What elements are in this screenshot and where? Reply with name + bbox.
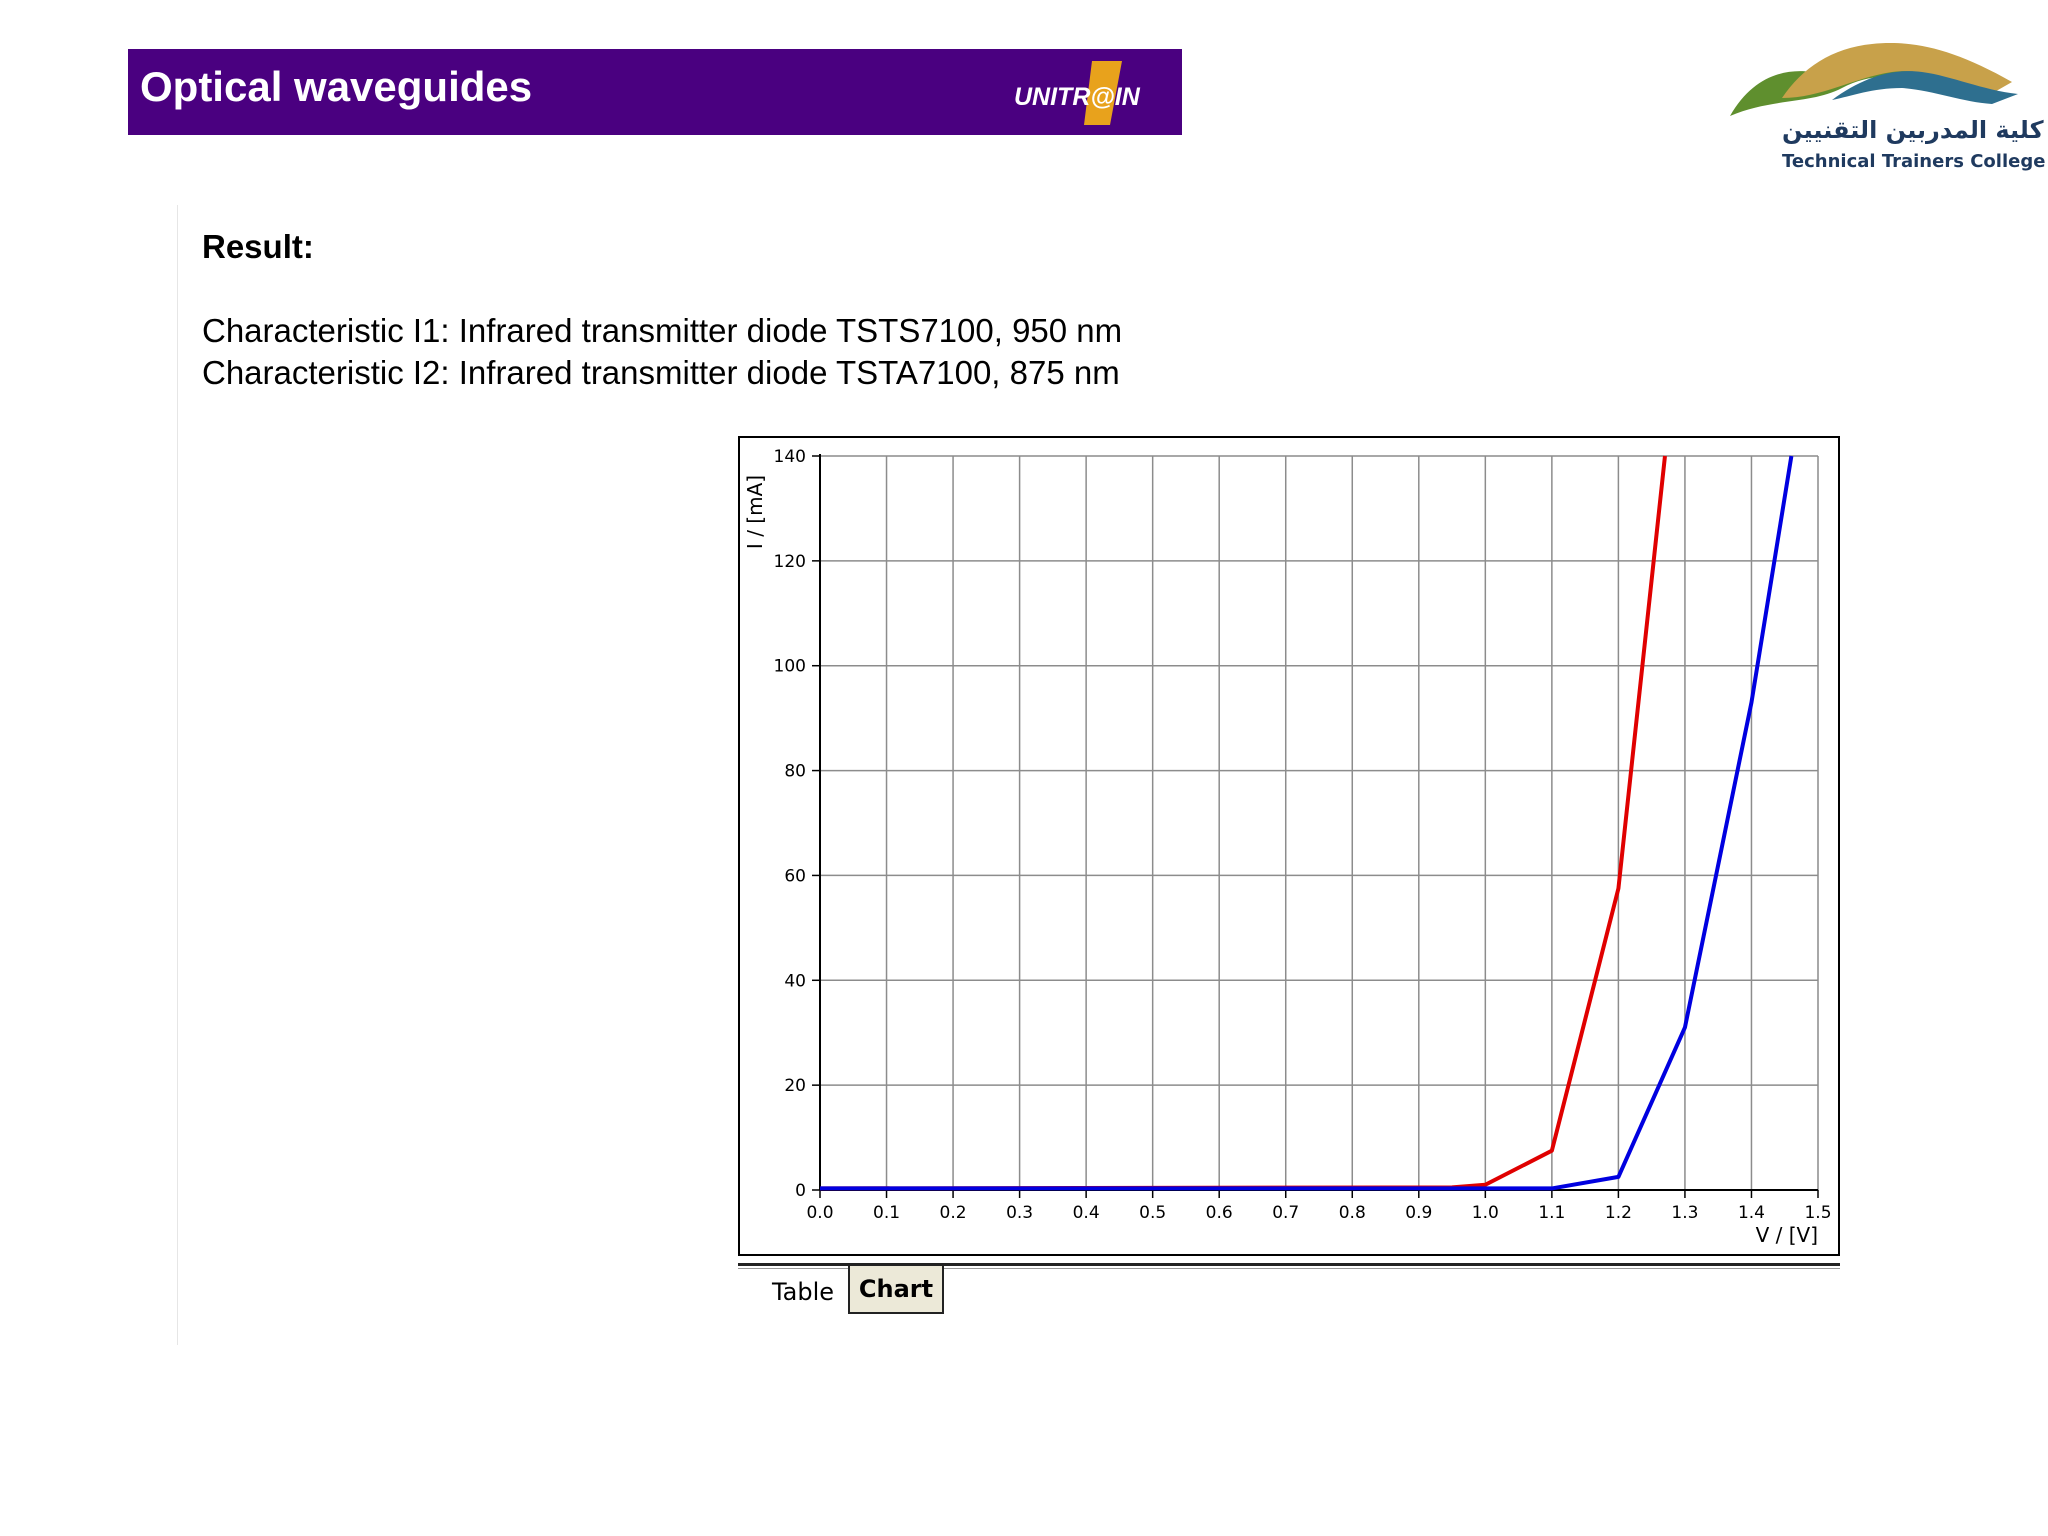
tab-table[interactable]: Table (771, 1278, 835, 1306)
y-tick-label: 20 (784, 1076, 806, 1096)
x-tick-label: 1.0 (1472, 1203, 1499, 1223)
y-tick-label: 80 (784, 762, 806, 782)
characteristic-i1-text: Characteristic I1: Infrared transmitter … (202, 312, 1123, 349)
x-axis-label: V / [V] (1756, 1223, 1818, 1247)
tab-strip-border (738, 1263, 1840, 1266)
x-tick-label: 1.5 (1804, 1203, 1831, 1223)
x-tick-label: 0.3 (1006, 1203, 1033, 1223)
unitrain-logo-mark (1084, 61, 1122, 125)
iv-chart: 0.0 0.1 0.2 0.3 0.4 0.5 0.6 0.7 0.8 0.9 1.0 1.1 1.2 1… (743, 447, 1832, 1247)
unitrain-logo-text: UNITR@IN (1014, 83, 1140, 111)
x-tick-label: 1.1 (1538, 1203, 1565, 1223)
x-tick-label: 1.4 (1738, 1203, 1765, 1223)
college-logo: كلية المدربين التقنيين Technical Trainer… (1722, 38, 2046, 183)
college-name-english: Technical Trainers College (1782, 151, 2046, 172)
series-line-2 (820, 455, 1794, 1191)
y-tick-label: 60 (784, 866, 806, 886)
content-divider (177, 205, 178, 1345)
x-tick-label: 0.8 (1339, 1203, 1366, 1223)
y-tick-label: 100 (774, 657, 806, 677)
x-tick-label: 1.2 (1605, 1203, 1632, 1223)
y-tick-label: 120 (774, 552, 806, 572)
x-tick-label: 0.6 (1206, 1203, 1233, 1223)
x-tick-label: 1.3 (1671, 1203, 1698, 1223)
x-tick-label: 0.0 (806, 1203, 833, 1223)
y-tick-label: 40 (784, 971, 806, 991)
y-tick-label: 0 (795, 1181, 806, 1201)
tab-chart[interactable]: Chart (848, 1266, 944, 1314)
college-logo-emblem (1730, 43, 2018, 116)
tab-strip-border-inner (738, 1268, 1840, 1269)
series-line-1 (819, 455, 1667, 1191)
x-tick-label: 0.4 (1073, 1203, 1100, 1223)
characteristic-i2-text: Characteristic I2: Infrared transmitter … (202, 354, 1120, 391)
x-tick-label: 0.1 (873, 1203, 900, 1223)
result-heading: Result: (202, 228, 314, 265)
page-title: Optical waveguides (140, 63, 533, 110)
chart-panel: 0.0 0.1 0.2 0.3 0.4 0.5 0.6 0.7 0.8 0.9 1.0 1.1 1.2 1… (738, 436, 1840, 1256)
x-tick-label: 0.7 (1272, 1203, 1299, 1223)
x-tick-label: 0.9 (1405, 1203, 1432, 1223)
unitrain-logo: UNITR@IN (1014, 59, 1154, 127)
header-banner: Optical waveguides UNITR@IN (128, 49, 1182, 135)
college-name-arabic: كلية المدربين التقنيين (1782, 116, 2044, 144)
y-axis-label: I / [mA] (743, 475, 767, 549)
y-tick-label: 140 (774, 447, 806, 467)
x-tick-label: 0.5 (1139, 1203, 1166, 1223)
x-tick-label: 0.2 (940, 1203, 967, 1223)
